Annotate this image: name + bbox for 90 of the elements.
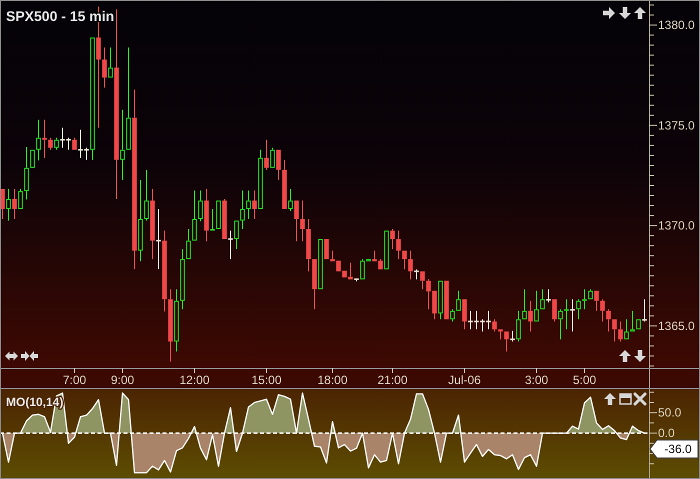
candlestick <box>450 308 455 322</box>
y-tick-label: 50.0 <box>658 406 682 420</box>
candlestick <box>642 298 647 322</box>
x-tick-label: 18:00 <box>317 373 348 387</box>
candlestick <box>414 268 419 280</box>
candlestick <box>288 188 293 212</box>
candlestick <box>456 290 461 311</box>
x-tick-label: 9:00 <box>110 373 134 387</box>
candlestick <box>234 220 239 250</box>
candlestick <box>396 230 401 260</box>
y-tick-label: 1380.0 <box>658 18 696 32</box>
candlestick <box>534 290 539 322</box>
candlestick <box>600 298 605 322</box>
candlestick <box>228 230 233 260</box>
candlestick <box>6 188 11 222</box>
y-tick-label: 1370.0 <box>658 218 696 233</box>
candlestick <box>516 310 521 342</box>
candlestick <box>162 230 167 312</box>
candlestick <box>252 190 257 220</box>
candlestick <box>72 137 77 150</box>
candlestick <box>522 288 527 320</box>
candlestick <box>306 218 311 272</box>
candlestick <box>264 139 269 170</box>
candlestick <box>48 137 53 150</box>
candlestick <box>144 169 149 222</box>
candlestick <box>402 250 407 270</box>
candlestick <box>462 299 467 330</box>
candlestick <box>132 89 137 270</box>
candlestick <box>102 47 107 88</box>
x-tick-label: 15:00 <box>251 373 282 387</box>
candlestick <box>126 47 131 150</box>
candlestick <box>618 320 623 342</box>
candlestick <box>570 298 575 332</box>
candlestick <box>180 248 185 310</box>
candlestick <box>438 280 443 320</box>
candlestick <box>282 159 287 209</box>
candlestick <box>390 228 395 250</box>
candlestick <box>408 250 413 280</box>
candlestick <box>624 318 629 340</box>
candlestick <box>546 288 551 303</box>
candlestick <box>558 308 563 340</box>
x-tick-label: 12:00 <box>179 373 210 387</box>
candlestick <box>168 288 173 362</box>
candlestick <box>54 137 59 150</box>
candlestick <box>174 288 179 352</box>
candlestick <box>120 109 125 180</box>
x-tick-label: Jul-06 <box>448 373 482 387</box>
candlestick <box>108 47 113 78</box>
candlestick <box>12 188 17 220</box>
candlestick <box>564 298 569 330</box>
candlestick <box>576 298 581 320</box>
candlestick <box>192 190 197 241</box>
candlestick <box>504 332 509 352</box>
candlestick <box>606 308 611 332</box>
candlestick <box>150 188 155 260</box>
candlestick <box>630 310 635 332</box>
candlestick <box>510 330 515 342</box>
candlestick <box>222 198 227 240</box>
candlestick <box>612 319 617 342</box>
candlestick <box>156 208 161 270</box>
candlestick <box>294 200 299 242</box>
candlestick <box>204 188 209 242</box>
candlestick <box>138 179 143 262</box>
candlestick <box>300 200 305 242</box>
candlestick <box>258 149 263 209</box>
candlestick <box>240 190 245 230</box>
y-tick-label: 1365.0 <box>658 318 696 333</box>
y-tick-label: 0.0 <box>658 426 676 440</box>
candlestick <box>420 271 425 290</box>
x-tick-label: 3:00 <box>524 373 548 387</box>
x-tick-label: 5:00 <box>572 373 596 387</box>
candlestick <box>36 119 41 161</box>
candlestick <box>312 259 317 310</box>
candlestick <box>90 37 95 160</box>
candlestick <box>498 329 503 340</box>
candlestick <box>114 8 119 200</box>
candlestick <box>540 288 545 310</box>
candlestick <box>24 146 29 200</box>
candlestick <box>528 300 533 332</box>
text: -36.0 <box>664 442 692 456</box>
candlestick <box>270 147 275 168</box>
x-tick-label: 21:00 <box>377 373 408 387</box>
candlestick <box>42 119 47 158</box>
y-tick-label: 1375.0 <box>658 118 696 132</box>
candlestick <box>246 190 251 220</box>
candlestick <box>186 228 191 260</box>
candlestick <box>198 190 203 222</box>
x-tick-label: 7:00 <box>62 373 86 387</box>
candlestick <box>588 288 593 300</box>
candlestick <box>582 288 587 310</box>
